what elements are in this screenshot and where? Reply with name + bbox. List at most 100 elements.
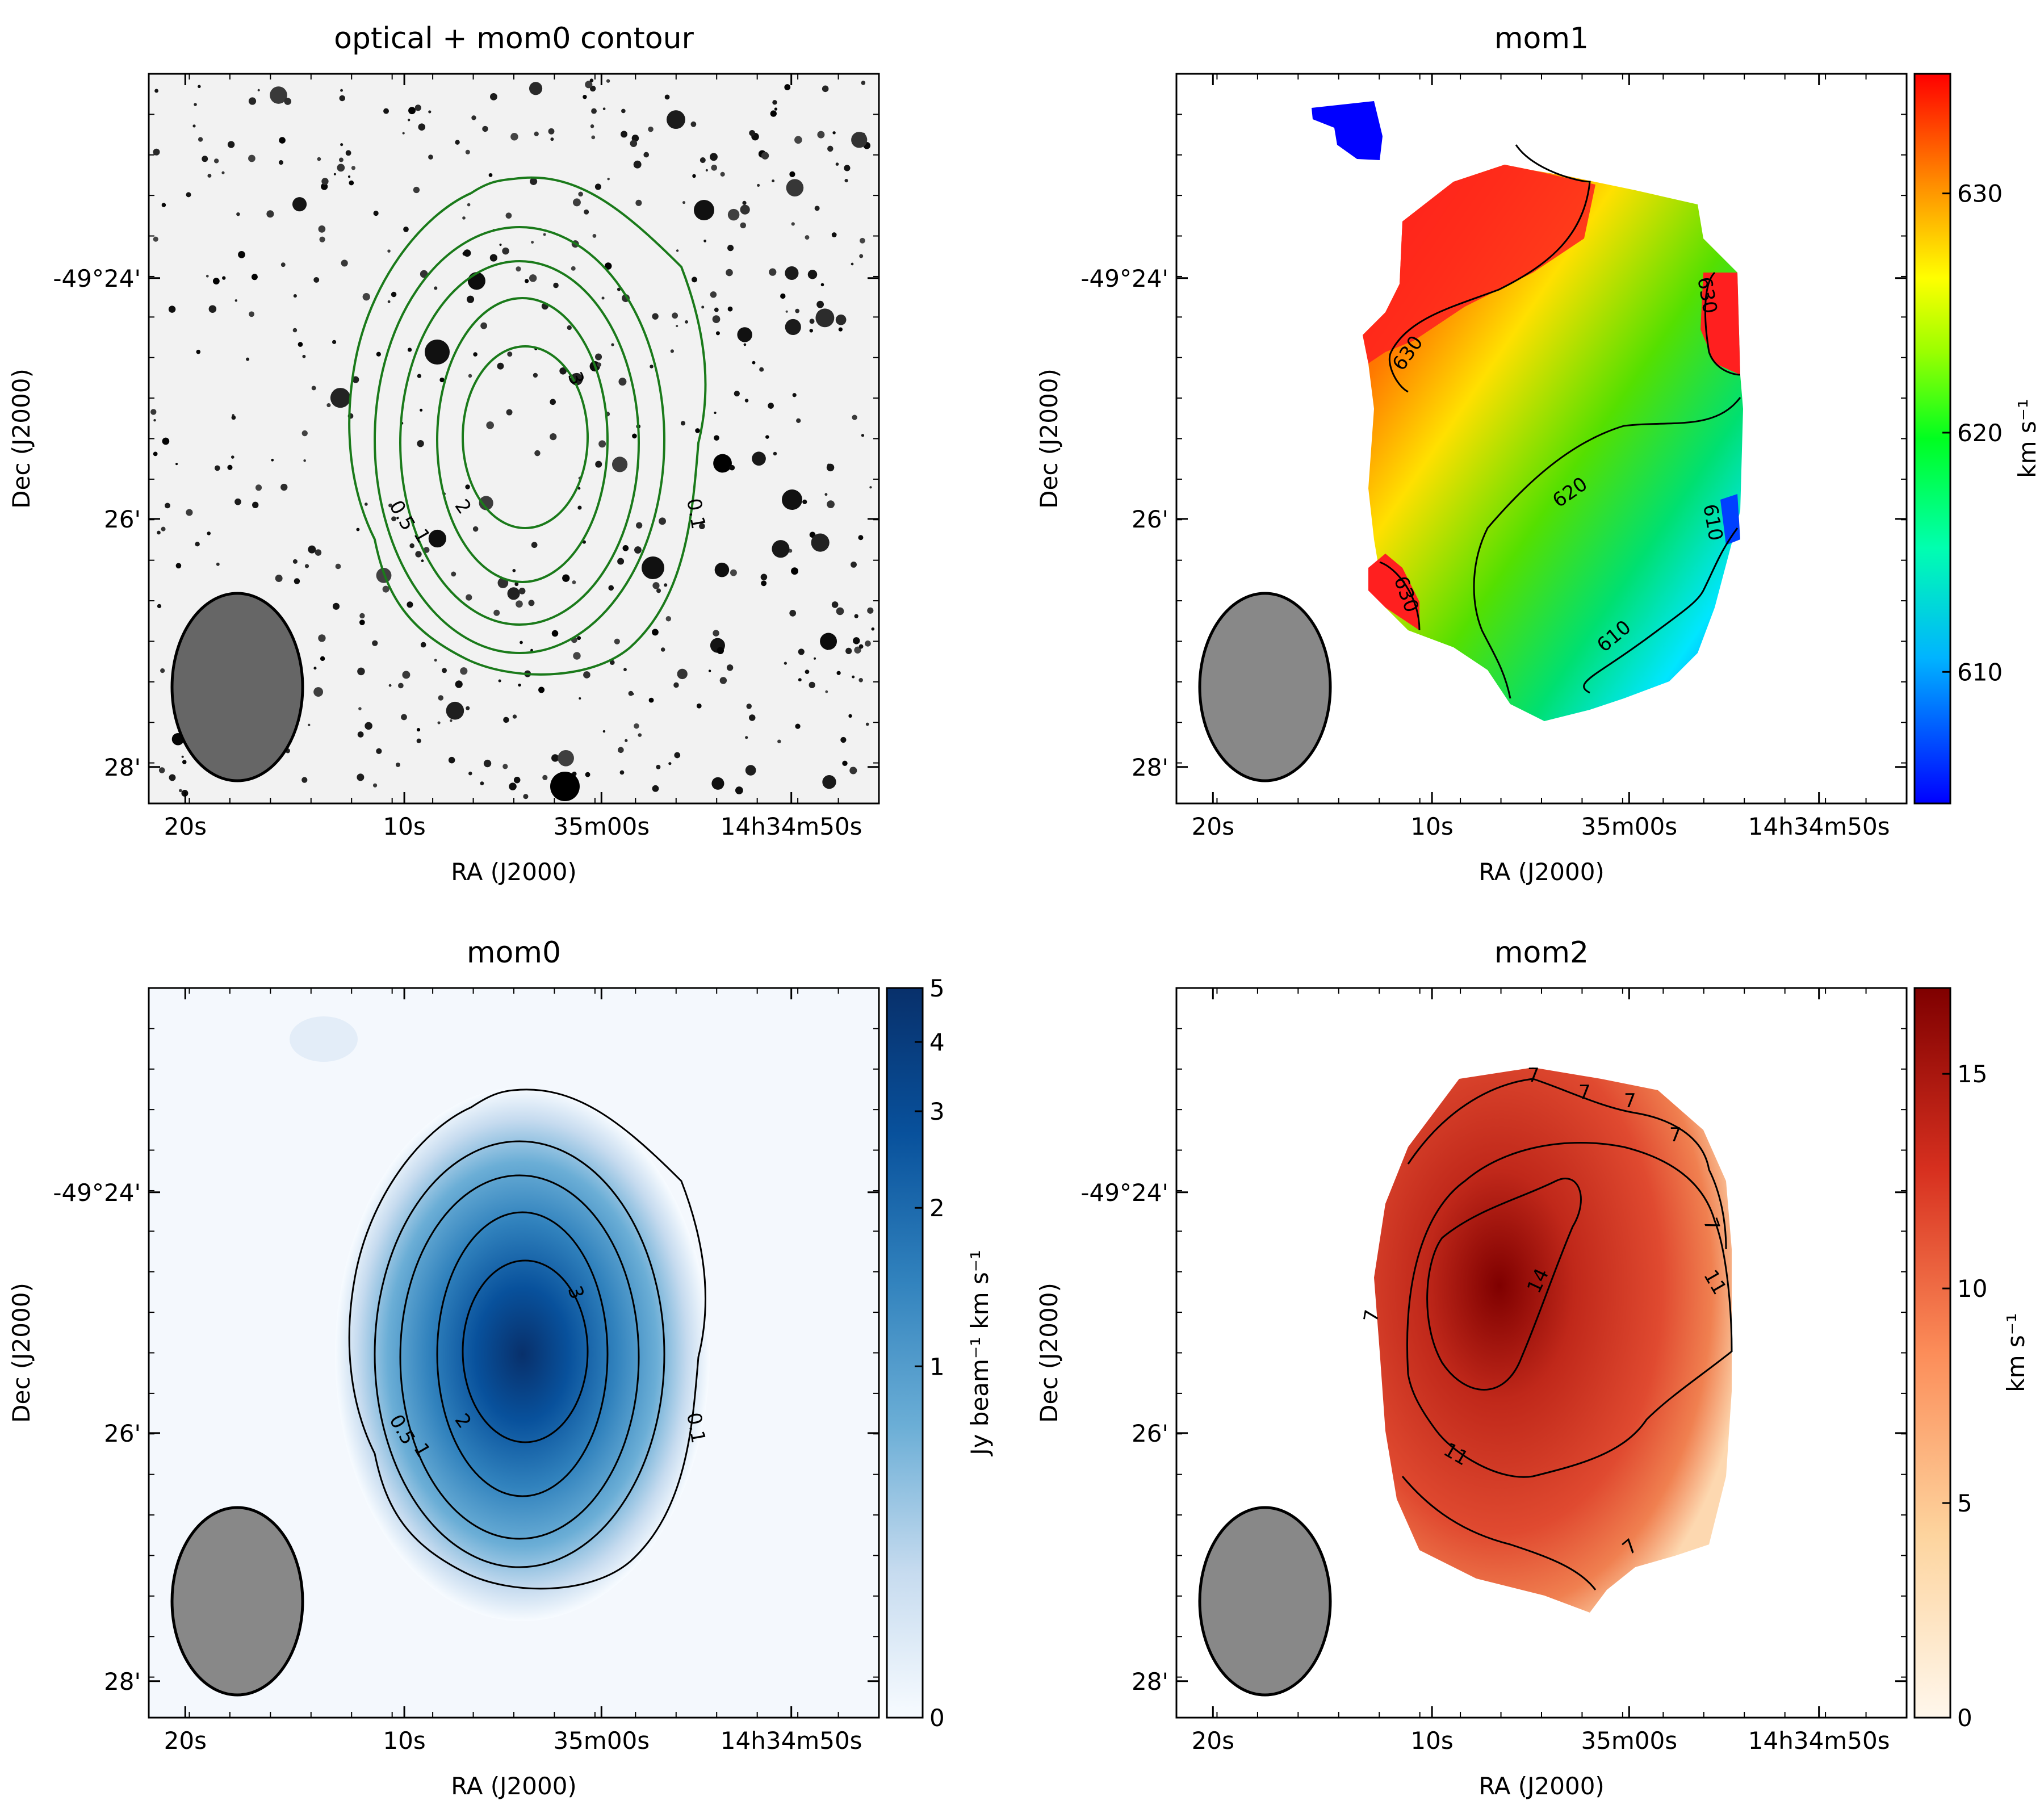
star — [513, 776, 521, 784]
star — [213, 158, 219, 164]
star — [450, 719, 453, 722]
mom0-colorbar-label: Jy beam⁻¹ km s⁻¹ — [966, 1250, 994, 1457]
star — [772, 179, 775, 183]
star — [365, 722, 372, 730]
star — [772, 540, 790, 558]
star — [234, 498, 241, 505]
star — [835, 162, 839, 166]
star — [743, 343, 747, 346]
mom1-ylabel: Dec (J2000) — [1035, 369, 1063, 509]
star — [222, 276, 226, 280]
star — [677, 668, 688, 680]
star — [238, 251, 245, 258]
mom2-contours — [1401, 1078, 1733, 1590]
star — [534, 450, 541, 457]
star — [571, 266, 576, 271]
star — [466, 594, 472, 601]
star — [318, 634, 326, 642]
star — [298, 342, 303, 347]
mom1-ytick-label: 28' — [1132, 753, 1168, 781]
star — [175, 463, 178, 466]
star — [467, 203, 471, 207]
star — [465, 484, 470, 489]
star — [737, 327, 752, 342]
star — [462, 251, 467, 256]
star — [292, 328, 298, 333]
star — [161, 203, 166, 207]
star — [510, 133, 518, 141]
star — [402, 671, 411, 679]
star — [634, 723, 639, 729]
optical-ylabel: Dec (J2000) — [7, 369, 35, 509]
star — [428, 110, 432, 114]
mom0-beam — [170, 1506, 304, 1697]
star — [301, 430, 308, 437]
star — [246, 357, 250, 361]
mom0-cbar-tick-label: 0 — [929, 1704, 945, 1732]
optical-ytick-label: 26' — [104, 505, 141, 533]
star — [326, 403, 331, 408]
star — [278, 160, 284, 165]
star — [852, 415, 857, 420]
star — [607, 177, 610, 181]
star — [572, 580, 576, 584]
star — [621, 108, 626, 114]
optical-xlabel: RA (J2000) — [451, 858, 577, 886]
star — [512, 569, 516, 572]
star — [831, 232, 837, 237]
star — [181, 755, 184, 758]
mom0-xtick-label: 10s — [383, 1727, 425, 1755]
star — [831, 601, 839, 608]
star — [434, 286, 438, 290]
star — [359, 613, 365, 619]
star — [198, 85, 201, 89]
star — [780, 293, 786, 299]
optical-contour-2 — [436, 297, 609, 583]
mom0-contour-1 — [399, 1174, 640, 1540]
star — [769, 268, 777, 276]
star — [772, 100, 777, 105]
star — [858, 678, 863, 683]
star — [293, 294, 297, 298]
optical-contour-0.5 — [374, 226, 665, 654]
star — [460, 667, 468, 675]
star — [257, 89, 260, 91]
star — [196, 349, 201, 354]
star — [650, 365, 654, 369]
star — [231, 455, 234, 459]
star — [434, 659, 437, 662]
star — [634, 546, 642, 554]
star — [695, 428, 700, 433]
star — [279, 137, 286, 144]
star — [638, 733, 642, 737]
star — [652, 785, 659, 792]
star — [807, 270, 818, 279]
star — [321, 178, 329, 185]
star — [214, 465, 220, 471]
star — [294, 578, 300, 584]
star — [372, 783, 378, 788]
star — [784, 84, 791, 90]
mom1-ytick-label: -49°24' — [1080, 265, 1168, 292]
star — [851, 132, 868, 148]
mom2-dispersion-field — [1374, 1067, 1732, 1613]
star — [373, 211, 379, 216]
star — [387, 249, 391, 253]
star — [542, 774, 548, 780]
star — [438, 695, 444, 701]
mom0-contour-3 — [462, 1259, 589, 1443]
star — [715, 331, 720, 336]
star — [720, 171, 725, 177]
star — [208, 305, 217, 313]
star — [869, 486, 872, 489]
star — [727, 245, 734, 252]
star — [182, 760, 187, 764]
mom2-xtick-label: 35m00s — [1581, 1727, 1677, 1755]
star — [604, 262, 612, 270]
star — [711, 777, 724, 790]
optical-contour-3 — [462, 345, 589, 529]
star — [845, 647, 852, 654]
star — [840, 736, 847, 743]
star — [860, 237, 865, 244]
mom1-xlabel: RA (J2000) — [1478, 858, 1605, 886]
